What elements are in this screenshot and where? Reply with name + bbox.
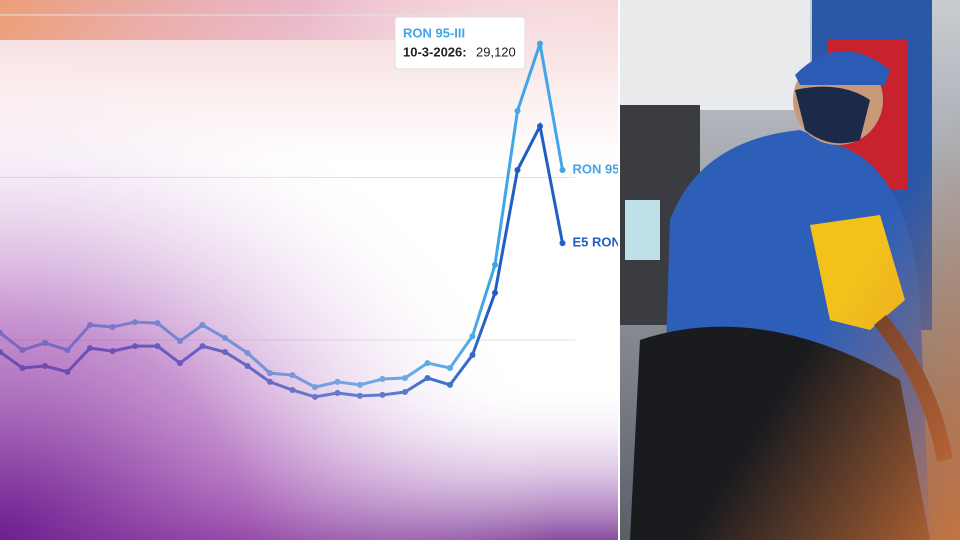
data-point xyxy=(222,349,228,356)
data-point xyxy=(559,240,566,247)
tooltip-title: RON 95-III xyxy=(403,25,465,40)
overlay xyxy=(620,0,960,540)
data-point xyxy=(87,322,93,329)
data-point xyxy=(469,351,476,358)
data-point xyxy=(132,319,138,326)
data-point xyxy=(154,320,161,327)
data-point xyxy=(357,381,363,388)
tooltip-date: 10-3-2026: xyxy=(403,44,467,59)
data-point xyxy=(514,107,521,114)
data-point xyxy=(469,333,476,340)
data-point xyxy=(402,389,408,395)
chart-background xyxy=(0,0,618,540)
data-point xyxy=(244,363,251,369)
data-point xyxy=(402,375,408,382)
tooltip: RON 95-III 10-3-2026: 29,120 xyxy=(394,16,526,70)
data-point xyxy=(222,335,228,342)
data-point xyxy=(492,261,498,268)
data-point xyxy=(199,322,206,329)
data-point xyxy=(424,360,431,367)
data-point xyxy=(559,167,566,174)
data-point xyxy=(537,123,543,130)
data-point xyxy=(537,40,543,47)
tooltip-value: 29,120 xyxy=(476,44,516,59)
data-point xyxy=(109,324,116,330)
data-point xyxy=(447,381,453,388)
data-point xyxy=(177,360,183,367)
data-point xyxy=(19,347,26,354)
data-point xyxy=(87,345,93,352)
data-point xyxy=(64,347,71,354)
data-point xyxy=(19,364,26,371)
data-point xyxy=(312,393,318,400)
data-point xyxy=(289,387,296,394)
data-point xyxy=(244,350,251,356)
data-point xyxy=(357,392,363,399)
data-point xyxy=(267,378,273,385)
data-point xyxy=(132,343,138,350)
data-point xyxy=(64,368,71,375)
data-point xyxy=(42,363,48,369)
data-point xyxy=(514,167,521,174)
data-point xyxy=(154,343,161,350)
data-point xyxy=(109,348,116,355)
data-point xyxy=(334,389,341,396)
data-point xyxy=(379,391,386,398)
data-point xyxy=(199,343,206,350)
data-point xyxy=(312,384,318,391)
data-point xyxy=(42,339,48,346)
data-point xyxy=(492,289,498,296)
photo xyxy=(620,0,960,540)
data-point xyxy=(379,376,386,382)
data-point xyxy=(267,370,273,377)
data-point xyxy=(424,375,431,382)
data-point xyxy=(334,378,341,385)
chart-panel: 30-10 6-1113-1120-1127-114-1211-1218-1225… xyxy=(0,0,618,540)
data-point xyxy=(447,364,453,371)
tooltip-box xyxy=(394,16,526,70)
data-point xyxy=(289,372,296,379)
data-point xyxy=(177,337,183,344)
